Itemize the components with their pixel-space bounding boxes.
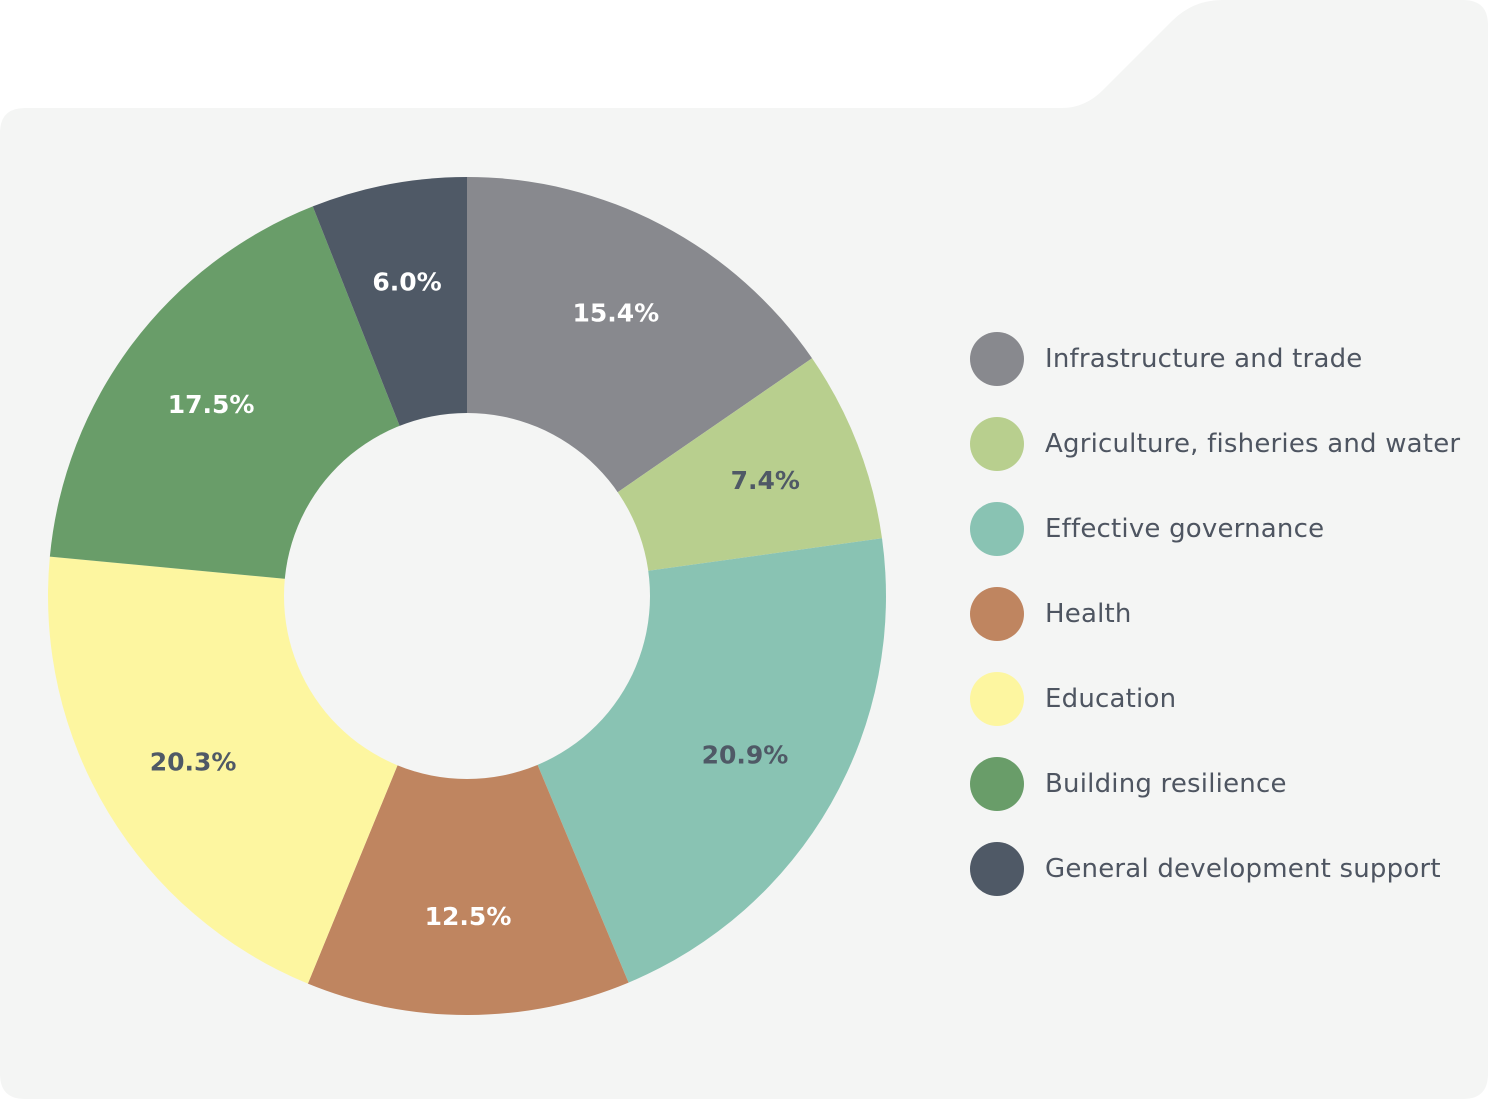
donut-hole <box>284 413 650 779</box>
legend-swatch-icon <box>970 587 1024 641</box>
legend-swatch-icon <box>970 332 1024 386</box>
legend-item-health[interactable]: Health <box>970 587 1480 641</box>
legend-item-agriculture[interactable]: Agriculture, fisheries and water <box>970 417 1480 471</box>
legend-item-governance[interactable]: Effective governance <box>970 502 1480 556</box>
slice-value-label-6: 6.0% <box>372 268 441 297</box>
legend: Infrastructure and trade Agriculture, fi… <box>970 332 1480 927</box>
slice-value-label-0: 15.4% <box>572 299 659 328</box>
slice-value-label-3: 12.5% <box>425 902 512 931</box>
legend-label: Health <box>1045 599 1132 629</box>
legend-label: Education <box>1045 684 1177 714</box>
slice-value-label-4: 20.3% <box>150 747 237 776</box>
slice-value-label-5: 17.5% <box>168 390 255 419</box>
legend-swatch-icon <box>970 757 1024 811</box>
legend-item-education[interactable]: Education <box>970 672 1480 726</box>
slice-value-label-2: 20.9% <box>702 741 789 770</box>
legend-swatch-icon <box>970 672 1024 726</box>
legend-swatch-icon <box>970 417 1024 471</box>
donut-slice-3[interactable] <box>307 596 629 1016</box>
slice-value-labels: 15.4% 7.4% 20.9% 12.5% 20.3% 17.5% 6.0% <box>150 268 800 931</box>
legend-item-infrastructure[interactable]: Infrastructure and trade <box>970 332 1480 386</box>
slice-value-label-1: 7.4% <box>731 466 800 495</box>
legend-item-resilience[interactable]: Building resilience <box>970 757 1480 811</box>
legend-label: General development support <box>1045 854 1441 884</box>
legend-item-general-support[interactable]: General development support <box>970 842 1480 896</box>
legend-swatch-icon <box>970 842 1024 896</box>
legend-label: Infrastructure and trade <box>1045 344 1363 374</box>
legend-label: Agriculture, fisheries and water <box>1045 429 1461 459</box>
legend-label: Effective governance <box>1045 514 1325 544</box>
legend-label: Building resilience <box>1045 769 1287 799</box>
legend-swatch-icon <box>970 502 1024 556</box>
